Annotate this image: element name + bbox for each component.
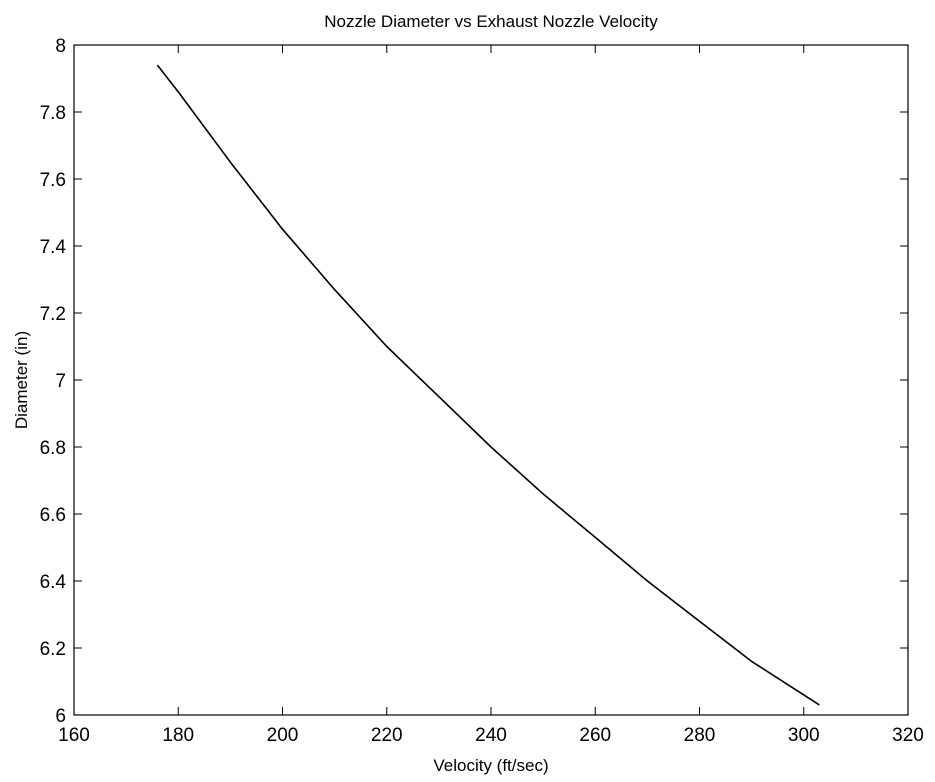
- y-tick-label: 7.6: [40, 170, 66, 191]
- y-tick-label: 6: [55, 706, 66, 727]
- x-tick-label: 280: [684, 725, 716, 746]
- series-line: [156, 64, 820, 706]
- x-tick-label: 320: [892, 725, 924, 746]
- y-tick-label: 6.2: [40, 639, 66, 660]
- y-tick-label: 7.4: [40, 237, 67, 258]
- x-tick-label: 200: [267, 725, 299, 746]
- x-axis-title: Velocity (ft/sec): [433, 756, 548, 775]
- y-tick-label: 7.2: [40, 304, 66, 325]
- y-tick-label: 6.6: [40, 505, 66, 526]
- y-tick-label: 8: [55, 36, 66, 57]
- x-tick-label: 160: [58, 725, 90, 746]
- plot-frame: [73, 44, 909, 716]
- plot-area: [73, 44, 909, 716]
- x-tick-label: 240: [475, 725, 507, 746]
- y-tick-label: 7.8: [40, 103, 66, 124]
- y-tick-label: 7: [55, 371, 66, 392]
- chart-title: Nozzle Diameter vs Exhaust Nozzle Veloci…: [324, 12, 658, 31]
- y-tick-label: 6.4: [40, 572, 67, 593]
- x-tick-label: 180: [162, 725, 194, 746]
- y-axis-title: Diameter (in): [12, 331, 31, 429]
- x-tick-label: 260: [579, 725, 611, 746]
- x-axis: 160 180 200 220 240 260 280 300 320: [58, 45, 924, 746]
- y-tick-label: 6.8: [40, 438, 66, 459]
- y-axis: 6 6.2 6.4 6.6 6.8 7 7.2 7.4 7.6 7.8 8: [40, 36, 908, 727]
- x-tick-label: 220: [371, 725, 403, 746]
- x-tick-label: 300: [788, 725, 820, 746]
